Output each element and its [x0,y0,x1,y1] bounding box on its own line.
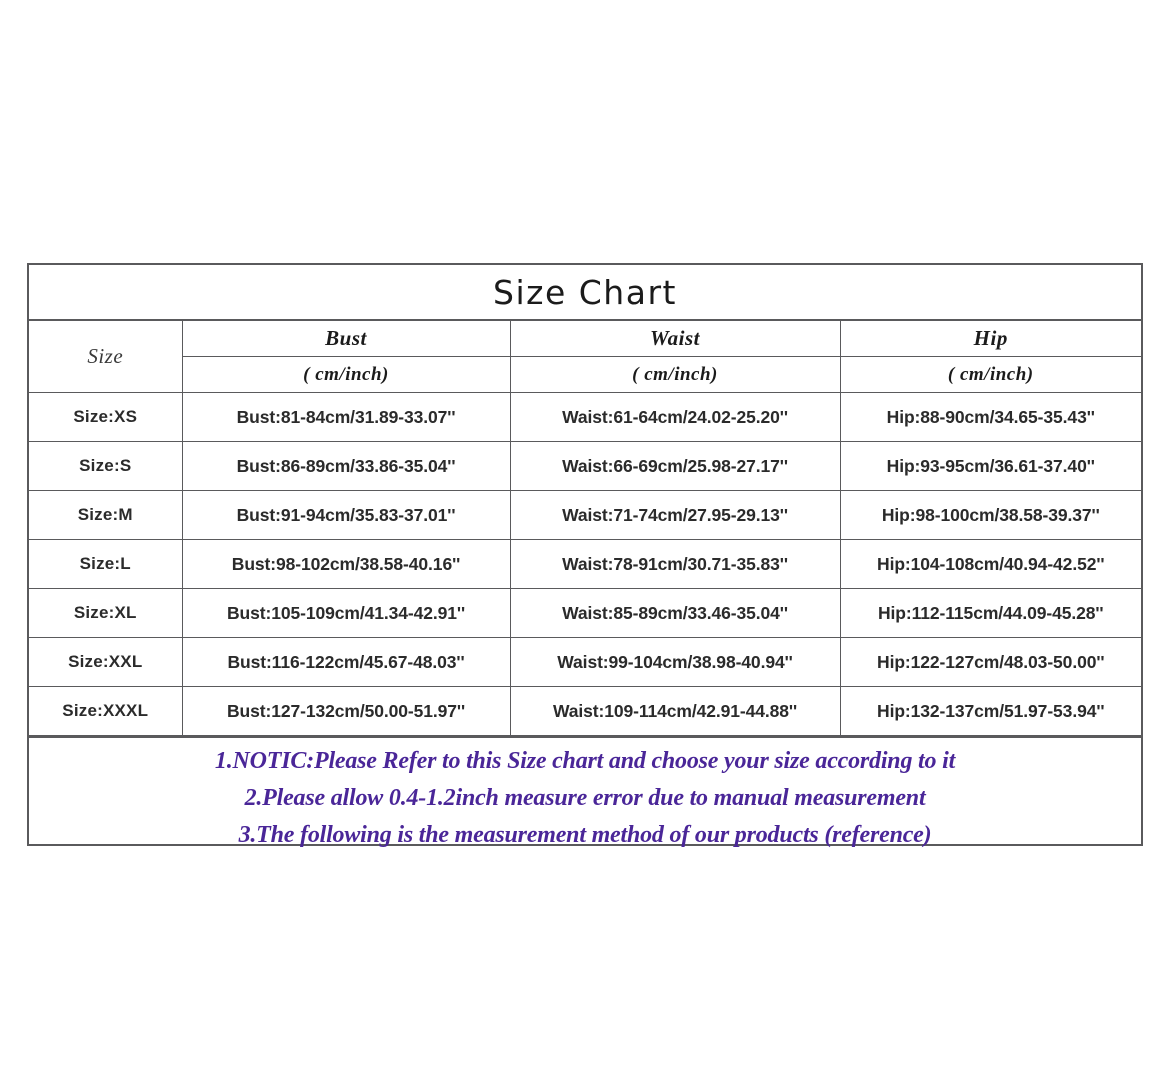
cell-hip: Hip:98-100cm/38.58-39.37'' [839,490,1141,540]
size-chart-table-frame: Size Chart Size Bust Waist [27,263,1143,848]
cell-hip-label: Hip:112-115cm/44.09-45.28'' [877,602,1104,623]
table-row: Size:XL Bust:105-109cm/41.34-42.91'' Wai… [29,588,1141,638]
column-header-hip: Hip [839,321,1141,357]
notice-line-2: 2.Please allow 0.4-1.2inch measure error… [244,784,926,811]
cell-waist-label: Waist:71-74cm/27.95-29.13'' [562,504,788,525]
cell-hip: Hip:93-95cm/36.61-37.40'' [839,441,1141,491]
column-header-bust: Bust [181,321,511,357]
cell-bust: Bust:86-89cm/33.86-35.04'' [181,441,511,491]
cell-waist: Waist:85-89cm/33.46-35.04'' [509,588,841,638]
cell-hip-label: Hip:104-108cm/40.94-42.52'' [877,553,1105,574]
column-header-bust-label: Bust [325,326,367,350]
column-header-waist-label: Waist [650,326,700,350]
cell-waist: Waist:71-74cm/27.95-29.13'' [509,490,841,540]
cell-size: Size:S [29,441,183,491]
cell-hip: Hip:104-108cm/40.94-42.52'' [839,539,1141,589]
column-unit-bust: ( cm/inch) [182,356,511,393]
measurement-table: Size Bust Waist Hip ( cm/inch) [29,321,1141,736]
notice-line-3: 3.The following is the measurement metho… [238,821,932,848]
cell-bust: Bust:98-102cm/38.58-40.16'' [181,539,511,589]
cell-hip: Hip:122-127cm/48.03-50.00'' [839,637,1141,687]
cell-size: Size:M [29,490,183,540]
table-row: Size:XS Bust:81-84cm/31.89-33.07'' Waist… [29,392,1141,442]
cell-waist-label: Waist:66-69cm/25.98-27.17'' [562,455,788,476]
cell-waist: Waist:61-64cm/24.02-25.20'' [509,392,841,442]
cell-bust: Bust:127-132cm/50.00-51.97'' [181,686,511,736]
cell-bust: Bust:105-109cm/41.34-42.91'' [181,588,511,638]
cell-hip-label: Hip:122-127cm/48.03-50.00'' [877,651,1105,672]
page-title: Size Chart [493,272,677,312]
column-unit-waist-label: ( cm/inch) [632,363,718,385]
size-chart-title-band: Size Chart [29,265,1141,321]
cell-size-label: Size:L [79,554,131,573]
cell-waist-label: Waist:85-89cm/33.46-35.04'' [562,602,788,623]
column-header-waist: Waist [509,321,841,357]
table-row: Size:M Bust:91-94cm/35.83-37.01'' Waist:… [29,490,1141,540]
cell-bust-label: Bust:127-132cm/50.00-51.97'' [226,700,466,721]
cell-waist: Waist:99-104cm/38.98-40.94'' [509,637,841,687]
cell-size-label: Size:S [79,456,132,475]
cell-waist-label: Waist:99-104cm/38.98-40.94'' [557,651,793,672]
cell-hip: Hip:112-115cm/44.09-45.28'' [839,588,1141,638]
cell-size: Size:L [29,539,183,589]
cell-size: Size:XXXL [29,686,183,736]
notice-section: 1.NOTIC:Please Refer to this Size chart … [29,736,1141,856]
cell-bust-label: Bust:105-109cm/41.34-42.91'' [226,602,466,623]
cell-size: Size:XS [29,392,183,442]
column-unit-hip: ( cm/inch) [839,356,1141,393]
column-unit-hip-label: ( cm/inch) [947,363,1034,385]
notice-line-1: 1.NOTIC:Please Refer to this Size chart … [214,747,956,774]
cell-bust-label: Bust:116-122cm/45.67-48.03'' [227,651,465,672]
table-header-row-group: Size Bust Waist Hip [29,321,1141,393]
cell-size-label: Size:XL [73,603,137,622]
cell-bust-label: Bust:98-102cm/38.58-40.16'' [231,553,461,574]
table-header-row-units: ( cm/inch) ( cm/inch) ( cm/inch) [29,356,1141,393]
cell-hip-label: Hip:98-100cm/38.58-39.37'' [881,504,1100,525]
cell-hip: Hip:88-90cm/34.65-35.43'' [839,392,1141,442]
cell-size: Size:XXL [29,637,183,687]
table-row: Size:S Bust:86-89cm/33.86-35.04'' Waist:… [29,441,1141,491]
cell-size-label: Size:XXL [68,652,143,671]
cell-waist-label: Waist:61-64cm/24.02-25.20'' [562,406,788,427]
cell-waist: Waist:66-69cm/25.98-27.17'' [509,441,841,491]
column-unit-waist: ( cm/inch) [509,356,841,393]
cell-bust: Bust:81-84cm/31.89-33.07'' [181,392,511,442]
cell-waist: Waist:109-114cm/42.91-44.88'' [509,686,841,736]
cell-bust-label: Bust:86-89cm/33.86-35.04'' [236,455,456,476]
column-header-size-label: Size [87,344,124,368]
column-header-hip-label: Hip [973,326,1008,350]
cell-hip-label: Hip:132-137cm/51.97-53.94'' [877,700,1105,721]
cell-bust: Bust:116-122cm/45.67-48.03'' [181,637,511,687]
cell-hip: Hip:132-137cm/51.97-53.94'' [839,686,1141,736]
table-row: Size:L Bust:98-102cm/38.58-40.16'' Waist… [29,539,1141,589]
cell-size-label: Size:XXXL [62,701,149,720]
cell-bust: Bust:91-94cm/35.83-37.01'' [181,490,511,540]
cell-size-label: Size:M [77,505,133,524]
table-row: Size:XXXL Bust:127-132cm/50.00-51.97'' W… [29,686,1141,736]
cell-hip-label: Hip:88-90cm/34.65-35.43'' [886,406,1095,427]
cell-size-label: Size:XS [73,407,138,426]
cell-bust-label: Bust:91-94cm/35.83-37.01'' [236,504,456,525]
column-unit-bust-label: ( cm/inch) [303,363,389,385]
cell-waist-label: Waist:78-91cm/30.71-35.83'' [562,553,788,574]
cell-waist-label: Waist:109-114cm/42.91-44.88'' [552,700,798,721]
cell-size: Size:XL [29,588,183,638]
cell-waist: Waist:78-91cm/30.71-35.83'' [509,539,841,589]
column-header-size: Size [29,321,183,393]
table-row: Size:XXL Bust:116-122cm/45.67-48.03'' Wa… [29,637,1141,687]
cell-bust-label: Bust:81-84cm/31.89-33.07'' [236,406,456,427]
cell-hip-label: Hip:93-95cm/36.61-37.40'' [886,455,1095,476]
